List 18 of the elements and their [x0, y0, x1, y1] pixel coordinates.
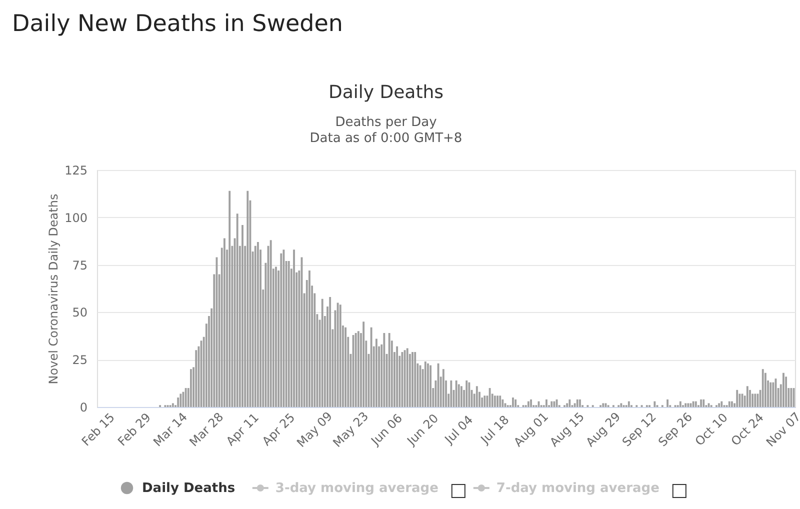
x-tick-label: Oct 10: [692, 410, 730, 449]
legend-label: 3-day moving average: [275, 481, 439, 496]
y-tick-label: 50: [72, 306, 88, 320]
x-tick-label: Jul 04: [441, 412, 476, 448]
x-tick-label: Apr 25: [260, 410, 298, 449]
y-axis-title: Novel Coronavirus Daily Deaths: [46, 194, 61, 384]
y-tick-label: 75: [72, 258, 88, 272]
y-tick-label: 125: [64, 164, 88, 178]
text: Daily New Deaths in Sweden: [12, 11, 343, 37]
chart-title: Daily Deaths: [328, 82, 444, 103]
x-tick-label: Jul 18: [477, 412, 512, 448]
x-tick-label: Jun 20: [404, 411, 442, 449]
legend-label: 7-day moving average: [496, 481, 660, 496]
y-tick-label: 100: [64, 210, 88, 225]
legend-label: Daily Deaths: [142, 481, 236, 496]
x-tick-label: Jun 06: [368, 411, 406, 449]
chart-subtitle: Deaths per Day Data as of 0:00 GMT+8: [310, 115, 462, 146]
y-tick-label: 25: [72, 353, 88, 368]
